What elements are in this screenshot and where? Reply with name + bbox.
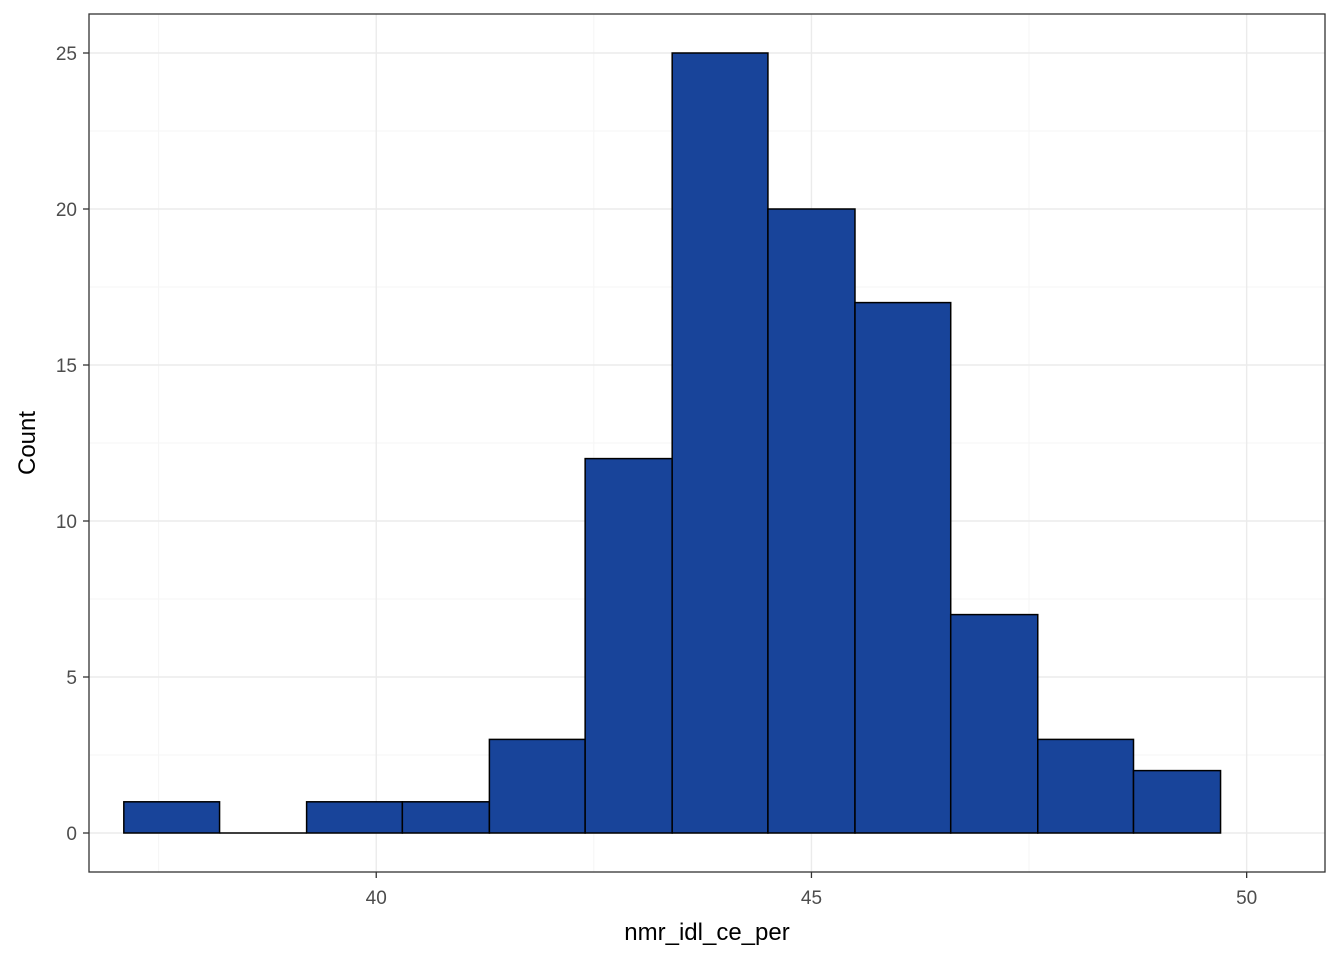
y-tick-label: 25 bbox=[56, 44, 77, 65]
x-tick-label: 50 bbox=[1236, 888, 1257, 909]
histogram-bar-1 bbox=[123, 801, 221, 834]
histogram-bar-7 bbox=[671, 52, 769, 834]
histogram-bar-9 bbox=[854, 301, 952, 834]
panel-border bbox=[88, 13, 1326, 873]
histogram-bar-11 bbox=[1037, 738, 1135, 834]
y-tick-label: 15 bbox=[56, 356, 77, 377]
histogram-bar-8 bbox=[767, 208, 856, 834]
x-axis-title: nmr_idl_ce_per bbox=[624, 919, 789, 946]
y-tick-label: 20 bbox=[56, 200, 77, 221]
histogram-bars bbox=[123, 52, 1222, 834]
x-tick-label: 45 bbox=[801, 888, 822, 909]
histogram-bar-10 bbox=[949, 613, 1039, 834]
x-axis: 40 45 50 bbox=[366, 872, 1257, 909]
histogram-bar-12 bbox=[1132, 769, 1222, 834]
y-tick-label: 5 bbox=[66, 668, 77, 689]
y-tick-label: 10 bbox=[56, 512, 77, 533]
y-axis: 0 5 10 15 20 25 bbox=[56, 44, 89, 845]
histogram-bar-6 bbox=[584, 457, 673, 834]
x-tick-label: 40 bbox=[366, 888, 387, 909]
histogram-bar-3 bbox=[305, 801, 404, 834]
y-axis-title: Count bbox=[14, 411, 41, 475]
histogram-bar-5 bbox=[488, 738, 586, 834]
y-tick-label: 0 bbox=[66, 824, 77, 845]
histogram-bar-4 bbox=[401, 801, 491, 834]
